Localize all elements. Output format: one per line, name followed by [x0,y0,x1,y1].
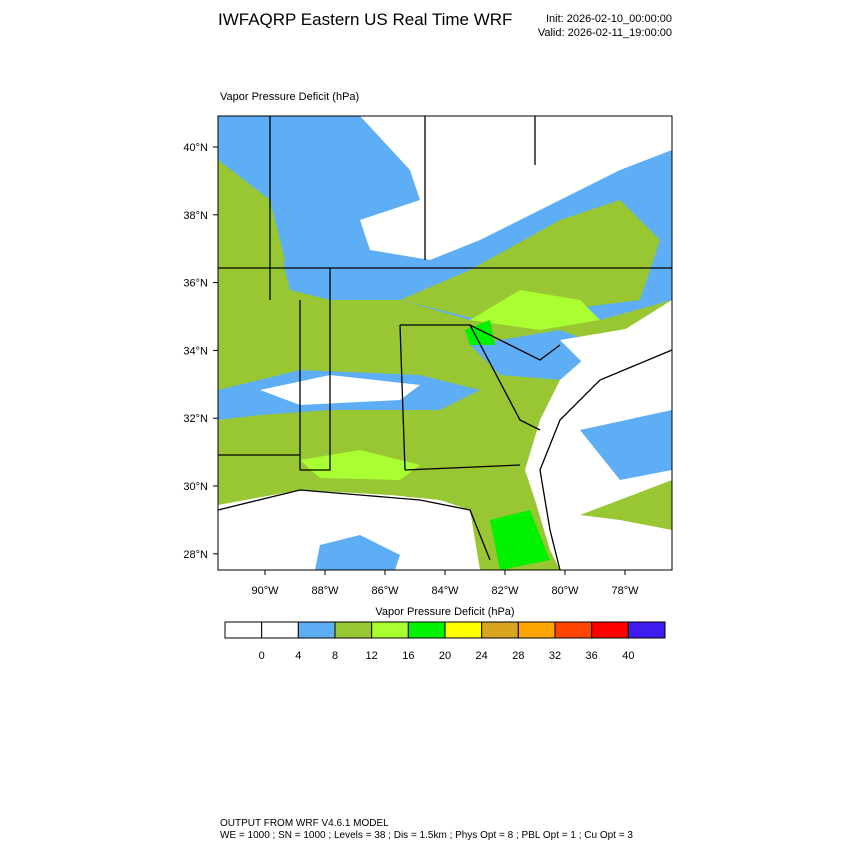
lat-label: 36°N [183,278,208,290]
colorbar-box [224,621,263,639]
lon-label: 86°W [371,585,399,597]
colorbar-box [554,621,593,639]
colorbar-box [334,621,373,639]
lat-label: 38°N [183,210,208,222]
footer-line: OUTPUT FROM WRF V4.6.1 MODEL [220,818,389,829]
header-title: IWFAQRP Eastern US Real Time WRF [218,10,512,29]
colorbar-box [517,621,556,639]
valid-time: Valid: 2026-02-11_19:00:00 [538,27,672,39]
colorbar-label: 0 [259,650,265,662]
colorbar-box [591,621,629,639]
footer-line: WE = 1000 ; SN = 1000 ; Levels = 38 ; Di… [220,830,633,841]
lon-label: 88°W [311,585,339,597]
lat-labels: 40°N 38°N 36°N 34°N 32°N 30°N 28°N [183,142,218,561]
lon-label: 80°W [551,585,579,597]
colorbar-label: 12 [366,650,378,662]
colorbar-box [261,621,299,639]
colorbar-box [407,621,446,639]
colorbar-box [627,621,666,639]
lon-label: 78°W [611,585,639,597]
colorbar-label: 40 [622,650,634,662]
colorbar-box [444,621,483,639]
lon-label: 82°W [491,585,519,597]
lon-label: 84°W [431,585,459,597]
lat-label: 34°N [183,345,208,357]
lon-labels: 90°W 88°W 86°W 84°W 82°W 80°W 78°W [251,570,639,597]
colorbar-title: Vapor Pressure Deficit (hPa) [375,606,514,618]
lat-label: 28°N [183,549,208,561]
colorbar-label: 20 [439,650,451,662]
colorbar-box [297,621,336,639]
colorbar-label: 24 [476,650,488,662]
map [218,116,672,570]
init-time: Init: 2026-02-10_00:00:00 [546,13,672,25]
colorbar: 0 4 8 12 16 20 24 28 32 36 40 [224,621,666,662]
colorbar-box [481,621,519,639]
lon-label: 90°W [251,585,279,597]
colorbar-label: 36 [586,650,598,662]
colorbar-label: 28 [512,650,524,662]
lat-label: 32°N [183,413,208,425]
lat-label: 40°N [183,142,208,154]
colorbar-label: 16 [402,650,414,662]
lat-label: 30°N [183,481,208,493]
colorbar-label: 8 [332,650,338,662]
map-title: Vapor Pressure Deficit (hPa) [220,91,359,103]
colorbar-label: 32 [549,650,561,662]
colorbar-label: 4 [295,650,301,662]
colorbar-box [371,621,409,639]
